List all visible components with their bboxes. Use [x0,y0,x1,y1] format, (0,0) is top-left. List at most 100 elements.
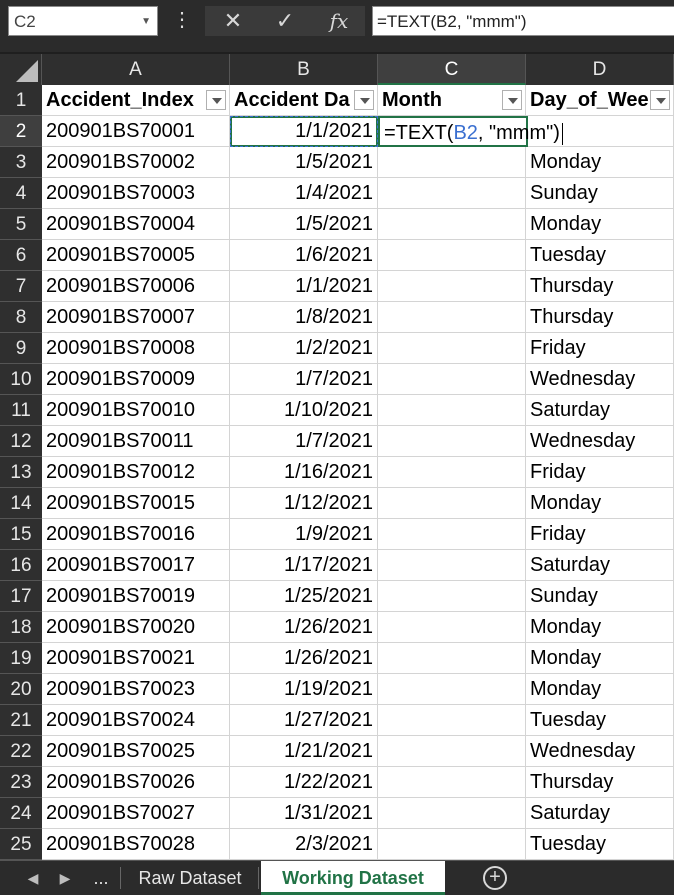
cell-month-editing[interactable]: =TEXT(B2, "mmm") [378,116,563,147]
cell-accident-index[interactable]: 200901BS70012 [42,457,230,488]
cell-month[interactable] [378,705,526,736]
cell-accident-date[interactable]: 1/27/2021 [230,705,378,736]
cell-accident-index[interactable]: 200901BS70027 [42,798,230,829]
cell-accident-index[interactable]: 200901BS70003 [42,178,230,209]
cell-day-of-week[interactable]: Sunday [526,581,674,612]
cell-day-of-week[interactable]: Wednesday [526,364,674,395]
cell-day-of-week[interactable]: Monday [526,612,674,643]
cell-day-of-week[interactable]: Sunday [526,178,674,209]
row-header[interactable]: 13 [0,457,42,488]
filter-dropdown-icon[interactable] [206,90,226,110]
cell-accident-date[interactable]: 1/26/2021 [230,643,378,674]
filter-dropdown-icon[interactable] [354,90,374,110]
cell-accident-index[interactable]: 200901BS70017 [42,550,230,581]
cell-accident-date[interactable]: 1/12/2021 [230,488,378,519]
cell-month[interactable] [378,581,526,612]
cell-accident-date[interactable]: 1/2/2021 [230,333,378,364]
cell-month[interactable] [378,147,526,178]
tab-raw-dataset[interactable]: Raw Dataset [138,868,242,888]
cell-month[interactable] [378,550,526,581]
cell-day-of-week[interactable]: Monday [526,674,674,705]
cell-accident-date[interactable]: 1/9/2021 [230,519,378,550]
cell-accident-index[interactable]: 200901BS70005 [42,240,230,271]
column-header-d[interactable]: D [526,54,674,85]
header-accident-index[interactable]: Accident_Index [42,85,230,116]
row-header[interactable]: 23 [0,767,42,798]
row-header[interactable]: 17 [0,581,42,612]
cell-accident-date[interactable]: 1/26/2021 [230,612,378,643]
cell-accident-date[interactable]: 1/31/2021 [230,798,378,829]
more-sheets-button[interactable]: ... [93,868,109,888]
cell-month[interactable] [378,457,526,488]
cell-month[interactable] [378,364,526,395]
row-header[interactable]: 4 [0,178,42,209]
column-header-b[interactable]: B [230,54,378,85]
filter-dropdown-icon[interactable] [650,90,670,110]
column-header-c[interactable]: C [378,54,526,85]
cell-accident-index[interactable]: 200901BS70021 [42,643,230,674]
filter-dropdown-icon[interactable] [502,90,522,110]
cell-day-of-week[interactable]: Wednesday [526,736,674,767]
cell-accident-date[interactable]: 1/21/2021 [230,736,378,767]
row-header[interactable]: 2 [0,116,42,147]
cell-month[interactable] [378,240,526,271]
next-sheet-icon[interactable]: ▶ [59,870,71,886]
cell-accident-index[interactable]: 200901BS70011 [42,426,230,457]
cell-day-of-week[interactable]: Friday [526,457,674,488]
cell-day-of-week[interactable]: Friday [526,519,674,550]
row-header[interactable]: 10 [0,364,42,395]
insert-function-icon[interactable]: fx [329,9,349,33]
cell-accident-index[interactable]: 200901BS70001 [42,116,230,147]
cell-accident-index[interactable]: 200901BS70028 [42,829,230,860]
row-header[interactable]: 8 [0,302,42,333]
cell-accident-index[interactable]: 200901BS70007 [42,302,230,333]
cell-accident-date[interactable]: 1/17/2021 [230,550,378,581]
cancel-icon[interactable]: ✕ [223,8,243,33]
header-day-of-week[interactable]: Day_of_Wee [526,85,674,116]
cell-day-of-week[interactable]: Monday [526,147,674,178]
tab-working-dataset[interactable]: Working Dataset [261,861,445,895]
cell-accident-index[interactable]: 200901BS70015 [42,488,230,519]
cell-month[interactable] [378,302,526,333]
cell-accident-index[interactable]: 200901BS70024 [42,705,230,736]
cell-accident-date[interactable]: 2/3/2021 [230,829,378,860]
cell-accident-date[interactable]: 1/25/2021 [230,581,378,612]
cell-accident-index[interactable]: 200901BS70026 [42,767,230,798]
cell-accident-index[interactable]: 200901BS70023 [42,674,230,705]
cell-day-of-week[interactable]: Saturday [526,550,674,581]
cell-accident-index[interactable]: 200901BS70002 [42,147,230,178]
row-header[interactable]: 19 [0,643,42,674]
cell-accident-index[interactable]: 200901BS70016 [42,519,230,550]
cell-month[interactable] [378,209,526,240]
cell-accident-date[interactable]: 1/4/2021 [230,178,378,209]
header-month[interactable]: Month [378,85,526,116]
cell-accident-index[interactable]: 200901BS70009 [42,364,230,395]
more-options-icon[interactable]: ⋮ [172,9,192,31]
cell-month[interactable] [378,736,526,767]
cell-accident-index[interactable]: 200901BS70025 [42,736,230,767]
cell-month[interactable] [378,426,526,457]
cell-accident-index[interactable]: 200901BS70019 [42,581,230,612]
cell-day-of-week[interactable]: Monday [526,643,674,674]
cell-accident-date[interactable]: 1/7/2021 [230,426,378,457]
select-all-button[interactable] [0,54,42,85]
cell-accident-date[interactable]: 1/5/2021 [230,147,378,178]
row-header[interactable]: 24 [0,798,42,829]
cell-accident-date[interactable]: 1/19/2021 [230,674,378,705]
row-header[interactable]: 6 [0,240,42,271]
row-header[interactable]: 15 [0,519,42,550]
cell-day-of-week[interactable]: Thursday [526,302,674,333]
row-header[interactable]: 7 [0,271,42,302]
cell-day-of-week[interactable]: Friday [526,333,674,364]
cell-month[interactable] [378,674,526,705]
enter-icon[interactable]: ✓ [275,8,295,33]
row-header[interactable]: 5 [0,209,42,240]
cell-day-of-week[interactable]: Thursday [526,271,674,302]
cell-day-of-week[interactable]: Saturday [526,798,674,829]
name-box[interactable]: C2 ▼ [8,6,158,36]
row-header[interactable]: 18 [0,612,42,643]
cell-month[interactable] [378,519,526,550]
row-header[interactable]: 22 [0,736,42,767]
row-header[interactable]: 21 [0,705,42,736]
prev-sheet-icon[interactable]: ◀ [27,870,39,886]
